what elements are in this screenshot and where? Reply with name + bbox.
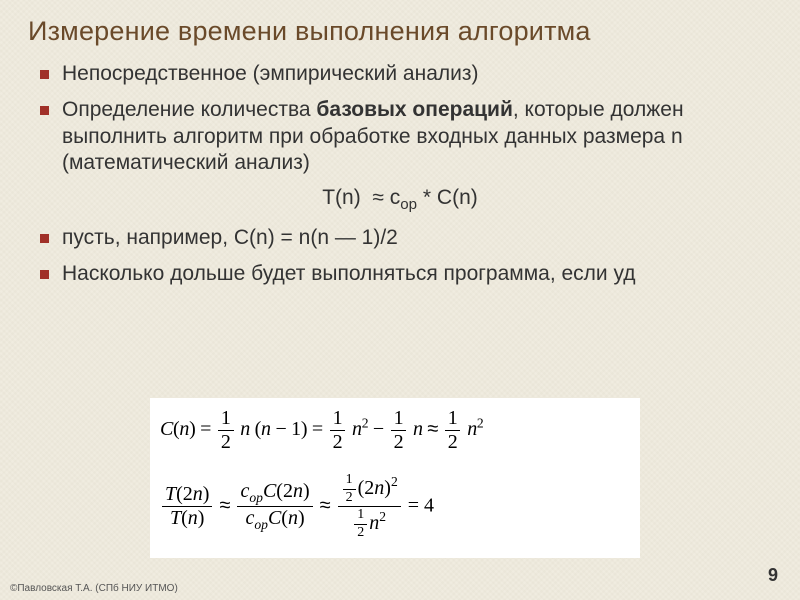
bullet-text-bold: базовых операций (316, 98, 512, 121)
bullet-list: Непосредственное (эмпирический анализ) О… (28, 61, 772, 176)
bullet-item-3: пусть, например, C(n) = n(n — 1)/2 (38, 225, 772, 251)
bullet-item-4: Насколько дольше будет выполняться прогр… (38, 261, 772, 287)
bullet-text-pre: Определение количества (62, 98, 316, 121)
math-row-2: T(2n) T(n) ≈ copC(2n) copC(n) ≈ 12(2n)2 … (160, 473, 630, 541)
math-row-1: C(n) = 12 n (n − 1) = 12 n2 − 12 n ≈ 12 … (160, 408, 630, 453)
bullet-list-2: пусть, например, C(n) = n(n — 1)/2 Наско… (28, 225, 772, 288)
footer-copyright: ©Павловская Т.А. (СПб НИУ ИТМО) (10, 583, 178, 594)
sq: 2 (477, 415, 484, 430)
frac-den: 2 (391, 431, 407, 453)
frac-num: 1 (391, 408, 407, 431)
page-number: 9 (768, 565, 778, 586)
bullet-text: Непосредственное (эмпирический анализ) (62, 62, 478, 85)
slide-title: Измерение времени выполнения алгоритма (28, 16, 772, 47)
bullet-item-1: Непосредственное (эмпирический анализ) (38, 61, 772, 87)
bullet-item-2: Определение количества базовых операций,… (38, 97, 772, 176)
bullet-text: Насколько дольше будет выполняться прогр… (62, 262, 636, 285)
frac-num: 1 (330, 408, 346, 431)
eq4: = 4 (408, 494, 434, 516)
sq: 2 (362, 415, 369, 430)
frac-den: 2 (330, 431, 346, 453)
math-overlay: C(n) = 12 n (n − 1) = 12 n2 − 12 n ≈ 12 … (150, 398, 640, 558)
frac-den: 2 (218, 431, 234, 453)
formula-plain: T(n) ≈ cop * C(n) (28, 186, 772, 213)
frac-den: 2 (445, 431, 461, 453)
slide: Измерение времени выполнения алгоритма Н… (0, 0, 800, 600)
frac-num: 1 (445, 408, 461, 431)
bullet-text: пусть, например, C(n) = n(n — 1)/2 (62, 226, 398, 249)
frac-num: 1 (218, 408, 234, 431)
